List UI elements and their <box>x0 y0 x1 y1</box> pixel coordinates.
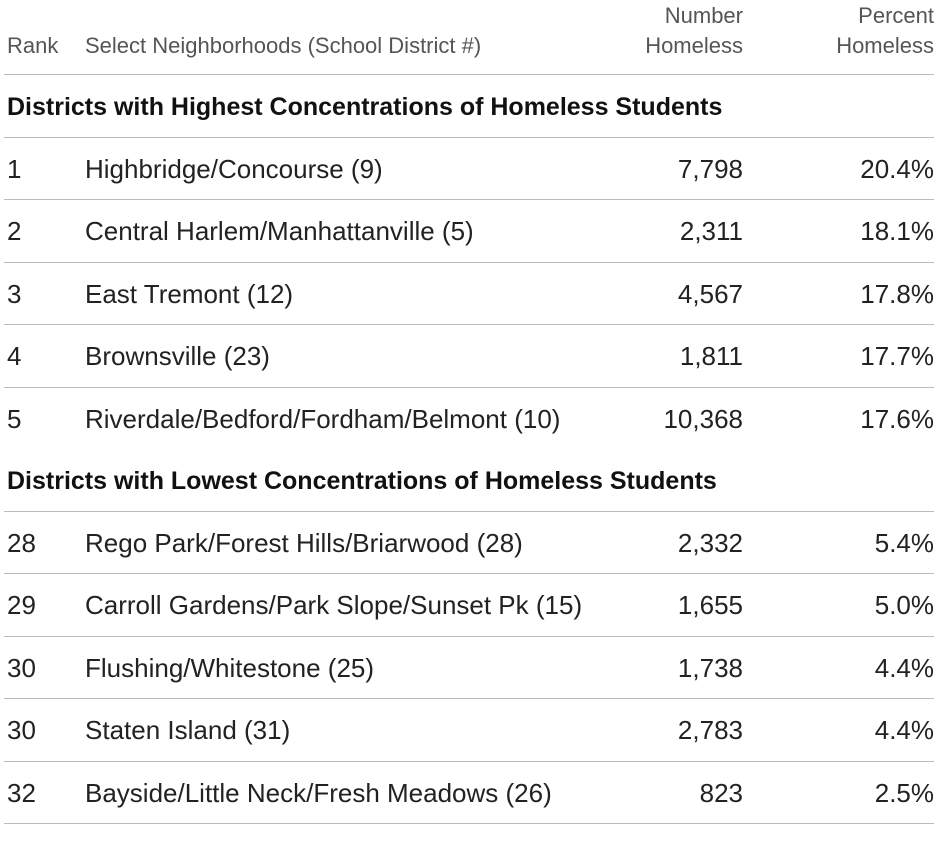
number-homeless: 1,811 <box>679 341 743 372</box>
column-header: Rank <box>7 33 59 58</box>
percent-homeless: 4.4% <box>874 652 934 683</box>
percent-homeless: 4.4% <box>874 715 934 746</box>
number-homeless: 2,332 <box>677 528 743 558</box>
neighborhood: East Tremont (12) <box>85 278 294 309</box>
rank: 29 <box>7 590 36 621</box>
section-title: Districts with Highest Concentrations of… <box>7 93 723 121</box>
percent-homeless: 17.8% <box>860 278 934 309</box>
percent-homeless: 5.0% <box>874 590 934 621</box>
row-rule <box>4 386 934 388</box>
row-rule <box>4 823 934 824</box>
rank: 32 <box>7 777 36 808</box>
row-rule <box>4 324 934 326</box>
column-header: Number Homeless <box>645 3 743 58</box>
row-rule <box>4 635 934 637</box>
percent-homeless: 18.1% <box>860 216 934 247</box>
column-header: Select Neighborhoods (School District #) <box>85 33 482 58</box>
row-rule <box>4 760 934 762</box>
header-rule <box>4 74 934 75</box>
neighborhood: Brownsville (23) <box>85 341 270 372</box>
neighborhood: Flushing/Whitestone (25) <box>85 652 375 683</box>
rank: 3 <box>7 278 22 309</box>
percent-homeless: 20.4% <box>860 154 934 184</box>
neighborhood: Central Harlem/Manhattanville (5) <box>85 216 474 247</box>
neighborhood: Rego Park/Forest Hills/Briarwood (28) <box>85 528 523 558</box>
neighborhood: Riverdale/Bedford/Fordham/Belmont (10) <box>85 403 561 434</box>
rank: 1 <box>7 154 22 184</box>
row-rule <box>4 199 934 201</box>
section-title: Districts with Lowest Concentrations of … <box>7 467 717 495</box>
percent-homeless: 2.5% <box>874 777 934 808</box>
rank: 30 <box>7 715 36 746</box>
number-homeless: 1,655 <box>677 590 743 621</box>
rank: 4 <box>7 341 22 372</box>
section-rule <box>4 511 934 512</box>
neighborhood: Bayside/Little Neck/Fresh Meadows (26) <box>85 777 552 808</box>
number-homeless: 10,368 <box>663 403 743 434</box>
row-rule <box>4 573 934 575</box>
row-rule <box>4 698 934 700</box>
section-rule <box>4 137 934 138</box>
rank: 28 <box>7 528 36 558</box>
number-homeless: 823 <box>699 777 743 808</box>
percent-homeless: 17.7% <box>860 341 934 372</box>
number-homeless: 4,567 <box>677 278 743 309</box>
rank: 2 <box>7 216 22 247</box>
neighborhood: Carroll Gardens/Park Slope/Sunset Pk (15… <box>85 590 583 621</box>
neighborhood: Highbridge/Concourse (9) <box>85 154 383 184</box>
percent-homeless: 17.6% <box>860 403 934 434</box>
number-homeless: 1,738 <box>677 652 743 683</box>
rank: 5 <box>7 403 22 434</box>
rank: 30 <box>7 652 36 683</box>
neighborhood: Staten Island (31) <box>85 715 291 746</box>
number-homeless: 7,798 <box>677 154 743 184</box>
number-homeless: 2,783 <box>677 715 743 746</box>
number-homeless: 2,311 <box>679 216 743 247</box>
row-rule <box>4 261 934 263</box>
percent-homeless: 5.4% <box>874 528 934 558</box>
column-header: Percent Homeless <box>836 3 934 58</box>
